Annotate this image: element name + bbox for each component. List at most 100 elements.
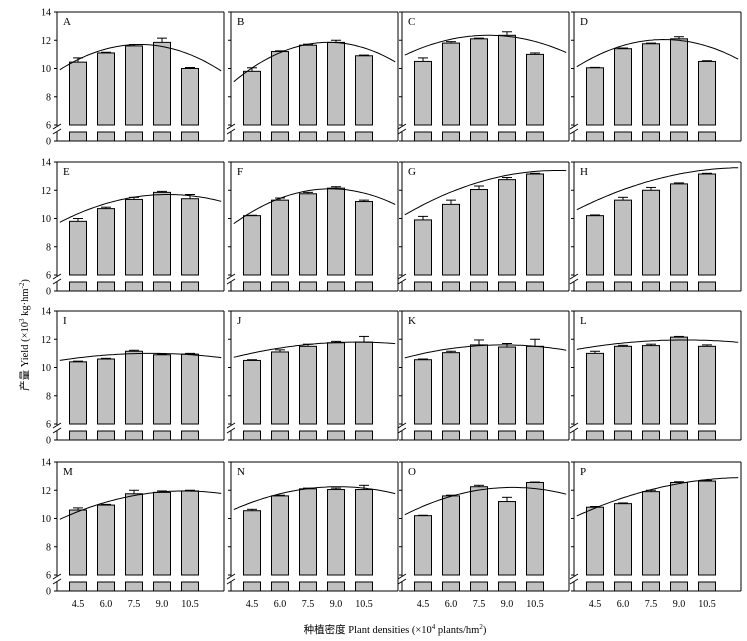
y-tick-label: 12: [41, 335, 51, 346]
bar-lower: [181, 131, 199, 142]
bar-lower: [526, 131, 544, 142]
panel-label: J: [237, 315, 242, 327]
x-tick-label: 7.5: [302, 599, 315, 610]
bar: [414, 60, 432, 126]
panel-m: 6 8 10 12 14 0 M 4.5 6.0 7.5 9.0 10.5: [41, 458, 225, 610]
bar: [670, 183, 688, 276]
x-tick-label: 10.5: [526, 599, 544, 610]
bar: [586, 352, 604, 425]
panel-label: K: [408, 315, 416, 327]
bar: [271, 51, 289, 126]
axis-break-mark: [52, 128, 62, 135]
axis-break-mark: [569, 278, 579, 285]
bar: [498, 346, 516, 425]
bar: [470, 486, 488, 576]
axis-break-mark: [52, 573, 62, 580]
bar-lower: [498, 131, 516, 142]
fit-curve: [59, 194, 222, 223]
bar-lower: [670, 581, 688, 592]
axis-break-mark: [52, 427, 62, 434]
bar: [243, 215, 261, 276]
bar: [271, 495, 289, 576]
bar-lower: [125, 131, 143, 142]
panel-k: K: [397, 310, 570, 441]
x-tick-label: 4.5: [589, 599, 602, 610]
panel-a: 6 8 10 12 14 0 A: [41, 8, 225, 148]
bar: [153, 491, 171, 576]
bar: [526, 481, 544, 576]
bar: [125, 350, 143, 425]
bar: [526, 173, 544, 276]
bar: [470, 189, 488, 276]
x-tick-label: 9.0: [330, 599, 343, 610]
bar: [470, 344, 488, 425]
bar-lower: [698, 581, 716, 592]
panel-label: D: [580, 16, 588, 28]
axis-break-mark: [397, 573, 407, 580]
bar-lower: [181, 430, 199, 441]
y-tick-label: 6: [46, 571, 51, 582]
y-tick-label: 12: [41, 36, 51, 47]
panel-p: P 4.5 6.0 7.5 9.0 10.5: [569, 461, 742, 610]
panel-j: J: [226, 310, 399, 441]
x-tick-label: 9.0: [156, 599, 169, 610]
bar-lower: [69, 430, 87, 441]
y-tick-label: 0: [46, 587, 51, 598]
bar-lower: [271, 430, 289, 441]
bar-lower: [243, 281, 261, 292]
bar-lower: [327, 430, 345, 441]
bar: [642, 43, 660, 126]
bar: [69, 220, 87, 276]
x-tick-label: 10.5: [698, 599, 716, 610]
bar-lower: [586, 131, 604, 142]
y-tick-label: 10: [41, 363, 51, 374]
panel-h: H: [569, 161, 742, 292]
bar: [181, 490, 199, 576]
bar-lower: [97, 581, 115, 592]
bar: [498, 34, 516, 126]
axis-break-mark: [397, 278, 407, 285]
y-tick-label: 14: [41, 458, 51, 469]
bar: [125, 198, 143, 276]
bar: [414, 359, 432, 425]
fit-curve: [233, 486, 396, 510]
bar-lower: [670, 430, 688, 441]
panel-label: F: [237, 166, 243, 178]
bar-lower: [69, 581, 87, 592]
bar: [442, 352, 460, 425]
x-tick-label: 7.5: [128, 599, 141, 610]
bar: [670, 481, 688, 576]
bar: [526, 53, 544, 126]
fit-curve: [404, 486, 567, 516]
bar-lower: [243, 581, 261, 592]
bar-lower: [642, 131, 660, 142]
bar-lower: [327, 281, 345, 292]
panel-i: 6 8 10 12 14 0 I: [41, 307, 225, 447]
panel-label: N: [237, 466, 245, 478]
y-tick-label: 8: [46, 242, 51, 253]
fit-curve: [233, 341, 396, 358]
bar-lower: [470, 430, 488, 441]
bar-lower: [355, 131, 373, 142]
axis-break-mark: [226, 578, 236, 585]
x-tick-label: 6.0: [617, 599, 630, 610]
bar-lower: [526, 581, 544, 592]
bar-lower: [69, 281, 87, 292]
panel-b: B: [226, 11, 399, 142]
y-tick-label: 14: [41, 8, 51, 19]
bar-lower: [470, 131, 488, 142]
fit-curve: [233, 41, 396, 83]
x-tick-label: 4.5: [246, 599, 259, 610]
bar: [271, 351, 289, 425]
panel-l: L: [569, 310, 742, 441]
bar: [698, 345, 716, 425]
bar-lower: [470, 281, 488, 292]
bar-lower: [97, 281, 115, 292]
x-tick-label: 4.5: [72, 599, 85, 610]
bar-lower: [97, 131, 115, 142]
panel-label: L: [580, 315, 587, 327]
axis-break-mark: [226, 427, 236, 434]
bar: [670, 336, 688, 425]
bar: [642, 189, 660, 276]
bar: [614, 199, 632, 276]
